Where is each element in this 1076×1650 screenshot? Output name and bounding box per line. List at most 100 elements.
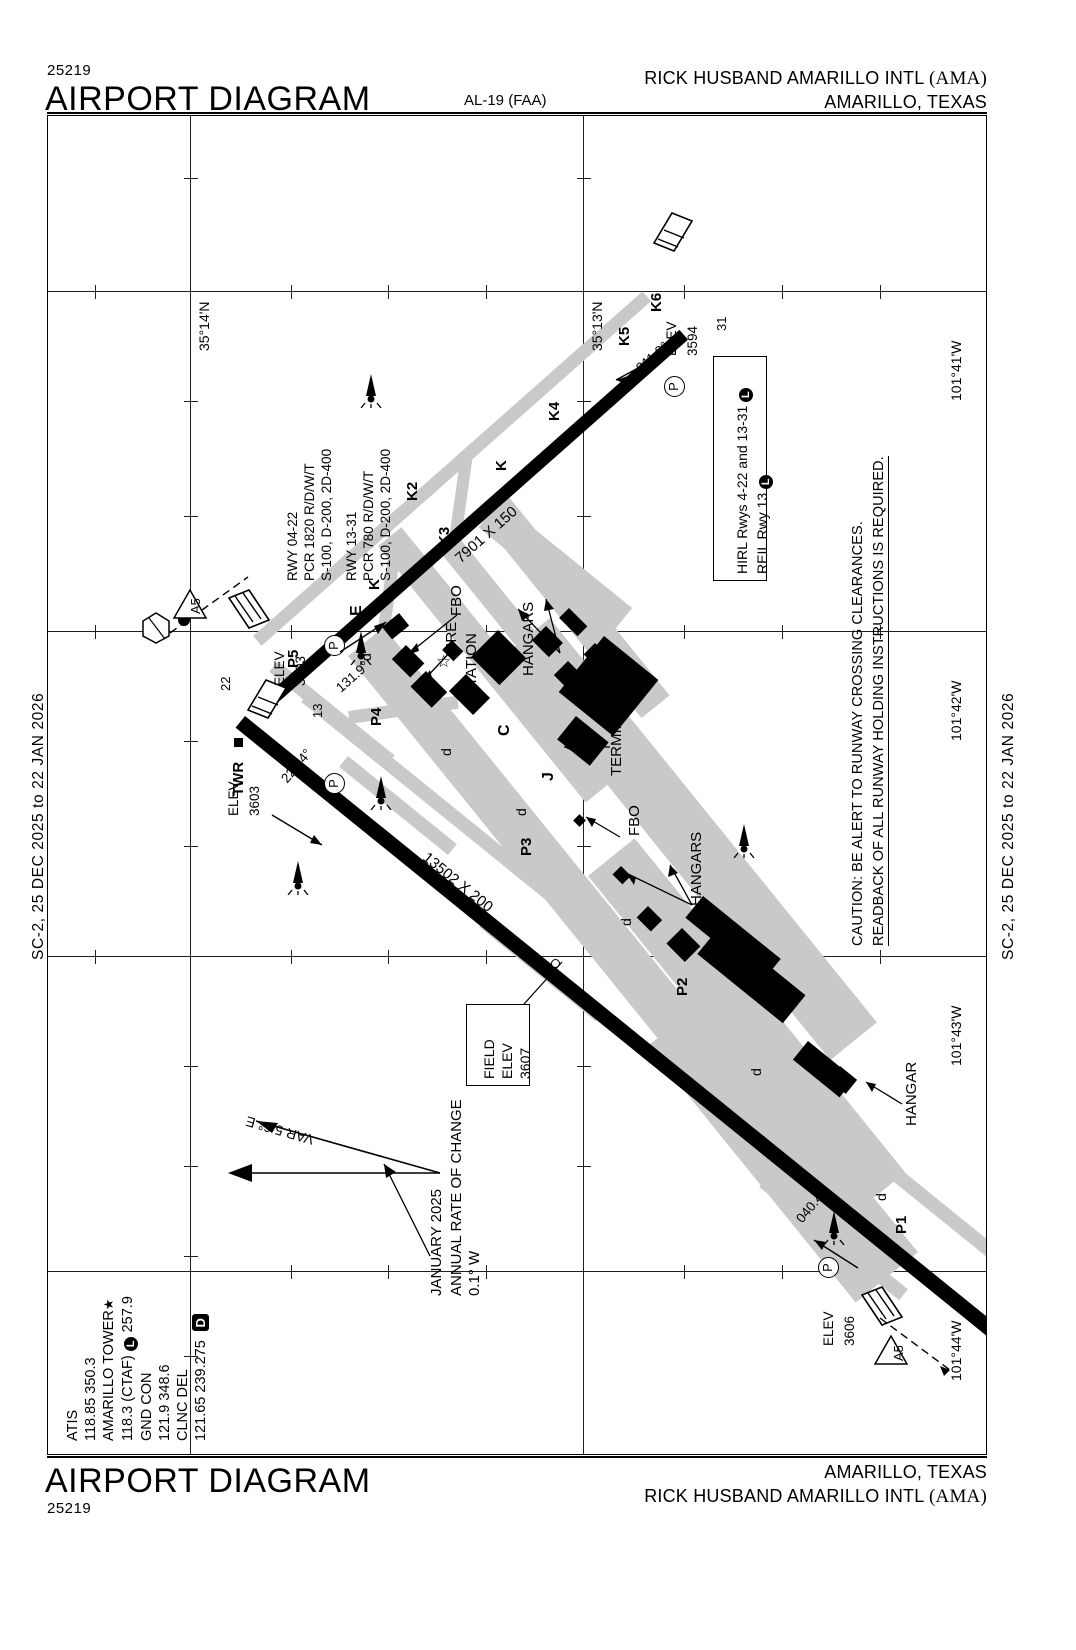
- graticule-tick: [184, 1356, 198, 1358]
- comm-twr-freq2: 257.9: [120, 1296, 136, 1333]
- lon-label-101-44: 101°44'W: [948, 1320, 964, 1381]
- comm-clnc-freq-row: 121.65 239.275 D: [192, 1314, 210, 1441]
- comm-twr-row: AMARILLO TOWER★: [100, 1299, 118, 1441]
- comm-atis-row: ATIS: [64, 1410, 82, 1441]
- comm-gnd-freq-row: 121.9 348.6: [156, 1364, 174, 1441]
- var-rate-value: 0.1° W: [466, 1250, 483, 1296]
- graticule-line: [48, 1271, 986, 1273]
- comm-clnc-row: CLNC DEL: [174, 1369, 192, 1441]
- rwy1-name: RWY 04-22: [285, 511, 300, 581]
- comm-clnc-label: CLNC DEL: [175, 1369, 191, 1441]
- field-elev-label1: FIELD: [481, 1039, 497, 1079]
- taxi-route-marker: d: [358, 653, 374, 661]
- taxiway-label-k4: K4: [546, 401, 563, 421]
- map-frame: ☆: [47, 115, 987, 1455]
- rwy13-ident: 13: [310, 703, 325, 718]
- fire-station-leader: [406, 614, 458, 656]
- chart-number-top: 25219: [47, 62, 92, 79]
- lighting-line1: HIRL Rwys 4-22 and 13-31: [734, 405, 750, 574]
- rwy1-pcr: PCR 1820 R/D/W/T: [302, 463, 317, 581]
- graticule-tick: [684, 1265, 686, 1279]
- taxiway-label-k2: K2: [404, 481, 421, 501]
- rwy2-strength: S-100, D-200, 2D-400: [378, 448, 393, 581]
- field-elev-label2: ELEV: [499, 1043, 515, 1079]
- taxi-route-marker: d: [748, 1068, 764, 1076]
- runway-13-threshold: [246, 679, 288, 719]
- label-station: STATION: [463, 633, 480, 696]
- graticule-tick: [577, 1066, 591, 1068]
- tower-symbol: [234, 738, 243, 747]
- graticule-tick: [880, 285, 882, 299]
- taxiway-label-j: J: [540, 772, 557, 781]
- graticule-tick: [184, 1271, 198, 1273]
- caution-line2: READBACK OF ALL RUNWAY HOLDING INSTRUCTI…: [871, 456, 889, 946]
- taxiway-label-p4: P4: [368, 707, 385, 726]
- taxiway-label-k: K: [493, 460, 510, 471]
- rwy04-elev: 3606: [842, 1315, 857, 1346]
- city-state-top: AMARILLO, TEXAS: [824, 92, 987, 112]
- graticule-tick: [577, 401, 591, 403]
- rwy31-heading-arrow: [615, 353, 665, 384]
- graticule-tick: [486, 950, 488, 964]
- beacon-icon: [370, 776, 392, 810]
- taxiway-label-p2: P2: [674, 977, 691, 996]
- runway-31-threshold: [652, 212, 694, 252]
- graticule-tick: [184, 178, 198, 180]
- graticule-tick: [291, 625, 293, 639]
- beacon-icon: [350, 631, 372, 665]
- graticule-line: [48, 291, 986, 293]
- effective-date-left: SC-2, 25 DEC 2025 to 22 JAN 2026: [30, 692, 47, 960]
- chart-number-bottom: 25219: [47, 1500, 92, 1517]
- airport-name-text: RICK HUSBAND AMARILLO INTL: [644, 68, 924, 88]
- fire-station-star: ☆: [436, 652, 452, 671]
- centerline-extension-4: [879, 1317, 951, 1376]
- label-fbo-north: FBO: [448, 585, 465, 616]
- graticule-tick: [291, 950, 293, 964]
- comm-gnd-freq: 121.9 348.6: [157, 1364, 173, 1441]
- lon-label-101-43: 101°43'W: [948, 1005, 964, 1066]
- airport-id-text-bottom: (AMA): [929, 1486, 987, 1507]
- graticule-line: [190, 116, 192, 1454]
- rwy04-heading-arrow: [813, 1239, 859, 1269]
- lighting-l-glyph-2: L: [759, 474, 773, 489]
- field-elev-value: 3607: [517, 1047, 533, 1079]
- graticule-tick: [184, 1256, 198, 1258]
- taxi-route-marker: d: [513, 808, 529, 816]
- fbo-south-leader: [585, 816, 621, 838]
- footer-rule: [47, 1456, 987, 1459]
- lat-label-35-14: 35°14'N: [196, 301, 212, 351]
- comm-twr-freq: 118.3 (CTAF): [120, 1355, 136, 1441]
- beacon-icon: [733, 824, 755, 858]
- comm-atis-label: ATIS: [65, 1409, 81, 1441]
- rwy2-name: RWY 13-31: [344, 511, 359, 581]
- airport-id-text: (AMA): [929, 68, 987, 89]
- header-rule: [47, 112, 987, 115]
- rwy22-ident: 22: [218, 676, 233, 691]
- page-title-top: AIRPORT DIAGRAM: [45, 80, 371, 118]
- comm-l-glyph: L: [124, 1336, 138, 1351]
- label-a5-north: A5: [188, 598, 203, 614]
- graticule-tick: [184, 846, 198, 848]
- taxiway-label-k6: K6: [648, 292, 665, 312]
- rwy04-elev-label: ELEV: [821, 1311, 836, 1346]
- lighting-line2: REIL Rwy 13: [754, 492, 770, 574]
- beacon-icon: [360, 374, 382, 408]
- lighting-box: HIRL Rwys 4-22 and 13-31 L REIL Rwy 13 L: [713, 356, 773, 581]
- graticule-tick: [880, 950, 882, 964]
- beacon-icon: [287, 861, 309, 895]
- graticule-tick: [782, 285, 784, 299]
- taxiway-label-k3: K3: [436, 526, 453, 546]
- graticule-tick: [577, 178, 591, 180]
- field-elev-box: FIELD ELEV 3607: [466, 1004, 533, 1086]
- field-elev-leader: [523, 961, 563, 1005]
- graticule-tick: [95, 285, 97, 299]
- twr-star-icon: ★: [101, 1298, 116, 1311]
- hangar-leader: [865, 1081, 903, 1105]
- graticule-tick: [184, 516, 198, 518]
- lon-label-101-41: 101°41'W: [948, 340, 964, 401]
- page-title-bottom: AIRPORT DIAGRAM: [45, 1462, 371, 1500]
- field-elev-point: [551, 959, 560, 968]
- taxiway-label-p5: P5: [285, 649, 302, 668]
- comm-gnd-row: GND CON: [138, 1373, 156, 1441]
